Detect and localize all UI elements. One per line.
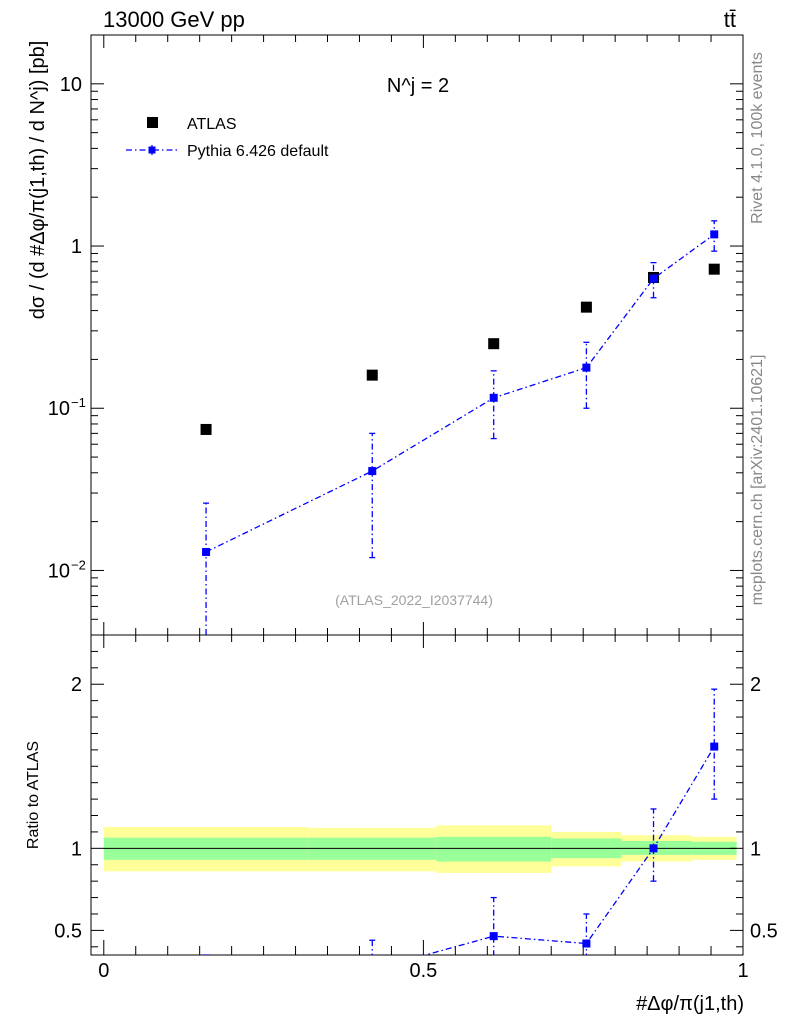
ratio-x-tick-label: 0.5 xyxy=(409,960,437,982)
ratio-frame xyxy=(90,634,744,956)
ratio-x-tick-label: 1 xyxy=(737,960,748,982)
pythia-data-point xyxy=(649,274,658,283)
ratio-y-tick-label-right: 2 xyxy=(750,674,761,696)
main-y-tick-exponent: −1 xyxy=(71,395,86,410)
ratio-data-point xyxy=(368,966,376,974)
atlas-data-point xyxy=(708,263,720,275)
ratio-y-tick-label-right: 0.5 xyxy=(750,920,778,942)
legend: ATLAS Pythia 6.426 default xyxy=(126,116,329,160)
main-y-tick-label: 10 xyxy=(60,74,82,96)
ratio-data-point xyxy=(649,844,658,853)
main-y-tick-exponent: −2 xyxy=(71,557,86,572)
ratio-x-tick-label: 0 xyxy=(98,960,109,982)
legend-atlas-label: ATLAS xyxy=(187,116,237,133)
atlas-data-point xyxy=(200,423,212,435)
ratio-data-point xyxy=(710,742,719,751)
ratio-series-group xyxy=(202,688,719,987)
x-axis-title: #Δφ/π(j1,th) xyxy=(636,993,744,1015)
pythia-data-point xyxy=(202,547,211,556)
ratio-series-line xyxy=(423,746,715,955)
ratio-y-tick-label: 0.5 xyxy=(54,920,82,942)
process-label: tt̄ xyxy=(724,7,736,32)
pythia-series-line xyxy=(205,233,715,553)
analysis-tag: (ATLAS_2022_I2037744) xyxy=(335,592,493,608)
ratio-data-point xyxy=(489,932,498,941)
ratio-y-tick-label: 1 xyxy=(71,838,82,860)
legend-pythia-label: Pythia 6.426 default xyxy=(187,143,329,160)
pythia-data-point xyxy=(489,393,498,402)
mcplots-label: mcplots.cern.ch [arXiv:2401.10621] xyxy=(749,355,766,606)
ratio-y-tick-label-right: 1 xyxy=(750,838,761,860)
pythia-data-point xyxy=(368,467,377,476)
energy-label: 13000 GeV pp xyxy=(103,7,245,32)
main-y-tick-label: 10 xyxy=(48,398,70,420)
panel-title: N^j = 2 xyxy=(387,75,449,97)
legend-atlas-marker xyxy=(147,117,158,128)
main-y-tick-label: 10 xyxy=(48,560,70,582)
legend-pythia-marker xyxy=(148,146,156,154)
rivet-version-label: Rivet 4.1.0, 100k events xyxy=(749,52,766,224)
ratio-band-inner xyxy=(436,836,552,862)
main-y-axis-title: dσ / (d #Δφ/π(j1,th) / d N^j) [pb] xyxy=(27,41,49,320)
atlas-data-point xyxy=(366,369,378,381)
main-y-tick-label: 1 xyxy=(71,236,82,258)
ratio-data-point xyxy=(582,939,591,948)
pythia-data-point xyxy=(710,230,719,239)
ratio-data-point xyxy=(202,979,210,987)
ratio-y-tick-label: 2 xyxy=(71,674,82,696)
pythia-data-point xyxy=(582,363,591,372)
ratio-plot-area: 0 0.5 10.5 0.51 12 2 xyxy=(54,634,778,987)
atlas-data-point xyxy=(488,338,500,350)
atlas-data-point xyxy=(580,301,592,313)
ratio-y-axis-title: Ratio to ATLAS xyxy=(25,741,42,849)
